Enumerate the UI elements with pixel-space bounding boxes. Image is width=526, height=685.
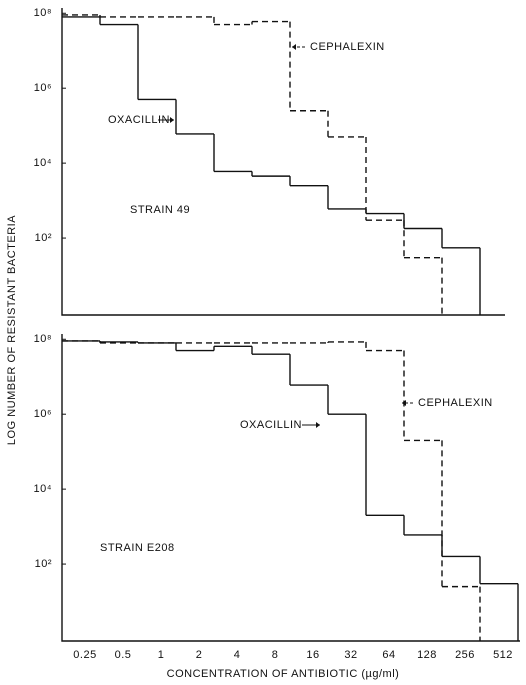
y-tick-label: 10⁴ xyxy=(34,483,52,495)
arrow-head xyxy=(170,117,174,123)
x-tick-label: 2 xyxy=(196,649,203,661)
y-tick-label: 10⁶ xyxy=(34,82,52,94)
y-tick-label: 10² xyxy=(35,232,52,244)
x-tick-label: 4 xyxy=(234,649,241,661)
annotation: STRAIN E208 xyxy=(100,542,175,554)
x-tick-label: 16 xyxy=(306,649,319,661)
x-tick-label: 64 xyxy=(382,649,395,661)
annotation: STRAIN 49 xyxy=(130,204,190,216)
y-tick-label: 10⁸ xyxy=(34,333,52,345)
x-tick-label: 0.25 xyxy=(73,649,96,661)
arrow-head xyxy=(402,400,406,406)
x-tick-label: 8 xyxy=(272,649,279,661)
y-tick-label: 10⁶ xyxy=(34,408,52,420)
x-tick-label: 256 xyxy=(455,649,475,661)
x-tick-label: 128 xyxy=(417,649,437,661)
x-tick-label: 1 xyxy=(158,649,165,661)
y-tick-label: 10² xyxy=(35,558,52,570)
x-tick-label: 512 xyxy=(493,649,513,661)
x-tick-label: 32 xyxy=(344,649,357,661)
annotation: OXACILLIN xyxy=(108,114,170,126)
annotation: CEPHALEXIN xyxy=(418,397,493,409)
x-tick-label: 0.5 xyxy=(115,649,132,661)
axis-frame xyxy=(61,8,505,316)
arrow-head xyxy=(292,44,296,50)
y-tick-label: 10⁸ xyxy=(34,7,52,19)
annotation: OXACILLIN xyxy=(240,419,302,431)
y-axis-label: LOG NUMBER OF RESISTANT BACTERIA xyxy=(6,215,18,445)
annotation: CEPHALEXIN xyxy=(310,41,385,53)
x-axis-label: CONCENTRATION OF ANTIBIOTIC (µg/ml) xyxy=(167,668,400,680)
axis-frame xyxy=(61,334,520,642)
y-tick-label: 10⁴ xyxy=(34,157,52,169)
arrow-head xyxy=(316,422,320,428)
